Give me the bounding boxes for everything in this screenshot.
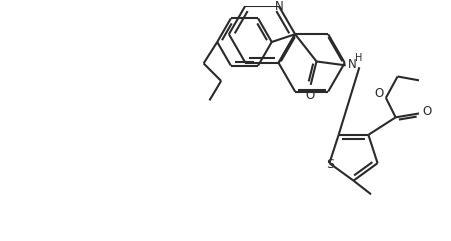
Text: N: N <box>275 0 284 13</box>
Text: O: O <box>305 89 314 102</box>
Text: H: H <box>354 53 362 63</box>
Text: S: S <box>327 158 334 171</box>
Text: O: O <box>374 87 384 100</box>
Text: N: N <box>348 58 357 71</box>
Text: O: O <box>422 105 432 118</box>
